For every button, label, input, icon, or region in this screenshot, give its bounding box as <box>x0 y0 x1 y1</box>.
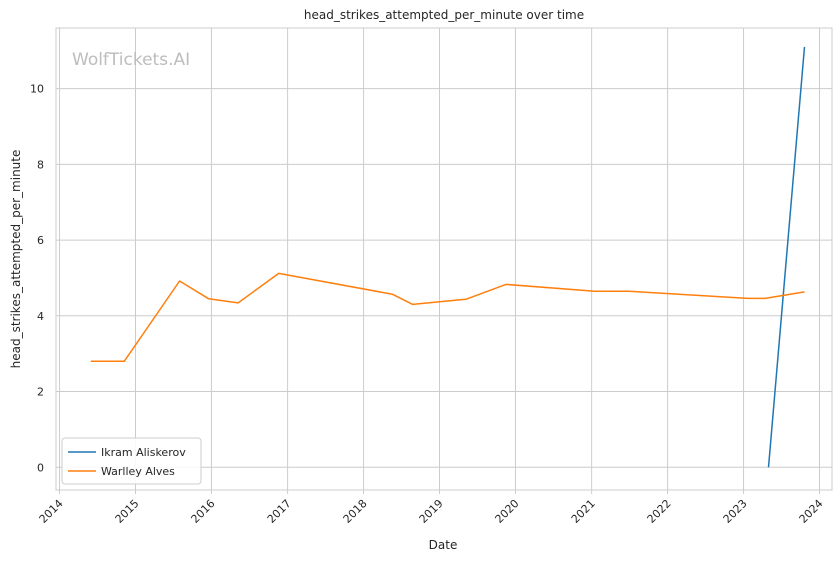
legend-box <box>61 437 202 485</box>
y-axis: 0 2 4 6 8 10 <box>30 83 44 475</box>
y-tick-label: 6 <box>37 234 44 247</box>
y-tick-label: 4 <box>37 310 44 323</box>
y-tick-label: 0 <box>37 461 44 474</box>
series-lines <box>90 46 806 468</box>
y-axis-label: head_strikes_attempted_per_minute <box>9 150 23 369</box>
plot-frame <box>55 27 833 491</box>
series-line-ikram-aliskerov <box>767 46 806 468</box>
legend: Ikram Aliskerov Warlley Alves <box>61 437 202 485</box>
chart-title: head_strikes_attempted_per_minute over t… <box>304 8 584 22</box>
y-tick-label: 2 <box>37 386 44 399</box>
watermark: WolfTickets.AI <box>72 50 190 70</box>
y-tick-label: 8 <box>37 158 44 171</box>
grid <box>56 28 832 490</box>
legend-label-warlley-alves: Warlley Alves <box>101 465 175 478</box>
series-line-warlley-alves <box>90 272 805 362</box>
y-tick-label: 10 <box>30 83 44 96</box>
plot-area <box>56 28 832 490</box>
legend-label-ikram-aliskerov: Ikram Aliskerov <box>101 446 186 459</box>
x-axis-label: Date <box>429 538 458 552</box>
